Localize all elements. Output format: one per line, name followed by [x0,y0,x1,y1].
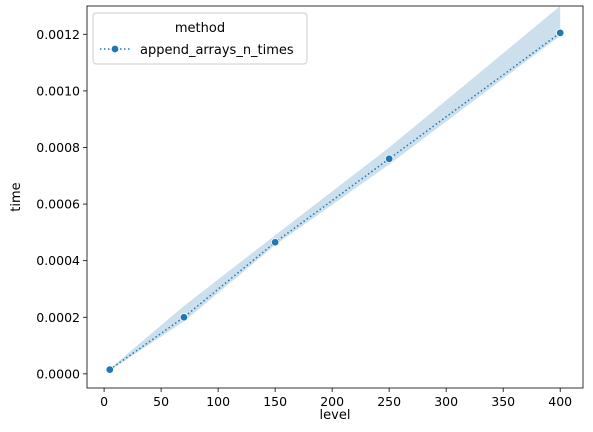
x-tick-label: 150 [263,394,287,409]
y-tick-label: 0.0006 [36,197,80,212]
data-point [105,365,115,374]
x-tick-label: 200 [320,394,344,409]
x-tick-label: 400 [548,394,572,409]
data-point [384,154,394,163]
x-tick-label: 0 [100,394,108,409]
y-tick-label: 0.0004 [36,253,80,268]
x-tick-label: 300 [434,394,458,409]
y-axis-ticks: 0.0000 0.0002 0.0004 0.0006 0.0008 0.0010 0.00… [36,27,87,381]
data-point [270,238,280,247]
legend-box [92,12,308,65]
x-tick-label: 250 [377,394,401,409]
legend-entry-label: append_arrays_n_times [140,43,294,58]
series-layer [105,28,565,374]
data-point [179,313,189,322]
y-tick-label: 0.0010 [36,83,80,98]
x-tick-label: 100 [206,394,230,409]
x-tick-label: 350 [491,394,515,409]
x-axis-label: level [320,408,351,423]
confidence-band-layer [109,6,561,371]
y-tick-label: 0.0002 [36,310,80,325]
legend: method append_arrays_n_times [92,12,308,65]
y-tick-label: 0.0008 [36,140,80,155]
legend-marker-swatch [110,44,120,54]
confidence-band [109,6,561,371]
y-tick-label: 0.0012 [36,27,80,42]
y-tick-label: 0.0000 [36,366,80,381]
y-axis-label: time [9,182,24,211]
x-axis-ticks: 0 50 100 150 200 250 300 350 400 [100,388,572,409]
plot-area-frame [86,5,584,389]
x-tick-label: 50 [153,394,169,409]
legend-title: method [175,21,225,36]
data-point [555,28,565,38]
